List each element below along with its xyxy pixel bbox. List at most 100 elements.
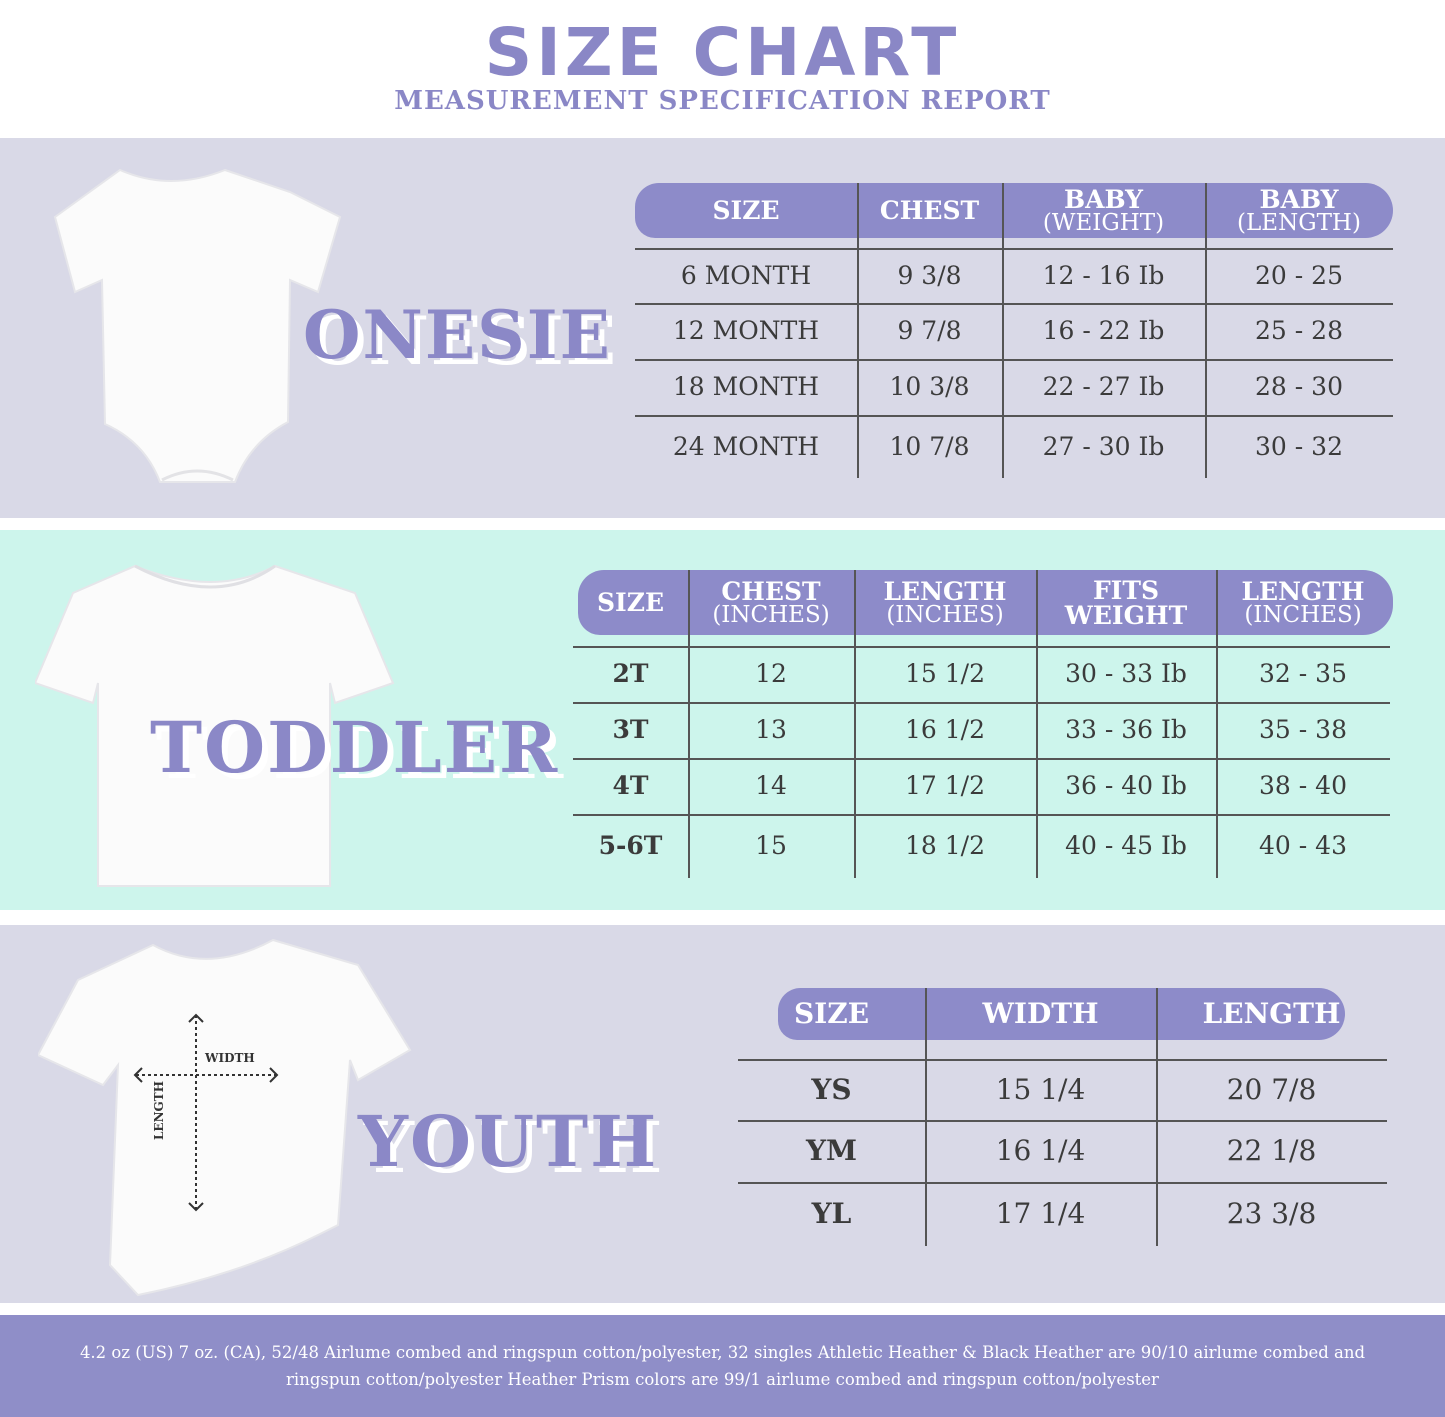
table-cell: 12 - 16 Ib <box>1042 261 1165 290</box>
column-header-subtitle: (INCHES) <box>712 601 830 628</box>
row-divider <box>573 814 1390 816</box>
column-header-subtitle: (INCHES) <box>1244 601 1362 628</box>
column-divider <box>925 988 927 1246</box>
column-header: LENGTH (INCHES) <box>1216 570 1390 635</box>
row-divider <box>635 248 1393 250</box>
column-header-title: LENGTH <box>883 576 1007 606</box>
table-cell: 33 - 36 Ib <box>1065 715 1187 744</box>
column-divider <box>688 570 690 878</box>
table-cell: YM <box>806 1134 857 1167</box>
youth-label: YOUTH <box>358 1100 659 1183</box>
column-header: LENGTH (INCHES) <box>854 570 1036 635</box>
column-header-title: LENGTH <box>1202 997 1341 1030</box>
table-cell: 25 - 28 <box>1255 316 1343 345</box>
column-header: CHEST <box>857 183 1002 238</box>
table-cell: 17 1/4 <box>995 1197 1086 1230</box>
row-divider <box>573 702 1390 704</box>
table-cell: 2T <box>612 659 649 688</box>
column-header: FITS WEIGHT <box>1036 570 1216 635</box>
onesie-icon <box>53 168 342 483</box>
column-header-subtitle: (LENGTH) <box>1237 209 1361 236</box>
column-header-title: SIZE <box>793 997 870 1030</box>
column-divider <box>857 183 859 478</box>
column-divider <box>854 570 856 878</box>
column-header: WIDTH <box>925 988 1156 1040</box>
toddler-label: TODDLER <box>150 706 560 789</box>
length-measure-label: LENGTH <box>152 1080 166 1140</box>
table-cell: 10 3/8 <box>889 372 970 401</box>
row-divider <box>738 1182 1387 1184</box>
table-cell: 30 - 32 <box>1255 432 1343 461</box>
table-cell: 38 - 40 <box>1259 771 1347 800</box>
table-cell: 18 MONTH <box>672 372 820 401</box>
table-cell: 9 3/8 <box>897 261 962 290</box>
table-cell: 9 7/8 <box>897 316 962 345</box>
table-cell: 3T <box>612 715 649 744</box>
table-cell: 16 - 22 Ib <box>1042 316 1165 345</box>
table-cell: 12 <box>755 659 787 688</box>
table-cell: 14 <box>755 771 787 800</box>
table-cell: 24 MONTH <box>672 432 820 461</box>
table-cell: 6 MONTH <box>680 261 812 290</box>
row-divider <box>738 1059 1387 1061</box>
column-header: BABY (WEIGHT) <box>1002 183 1205 238</box>
column-header: CHEST (INCHES) <box>688 570 854 635</box>
table-cell: 16 1/2 <box>905 715 985 744</box>
fabric-info-footer: 4.2 oz (US) 7 oz. (CA), 52/48 Airlume co… <box>0 1315 1445 1417</box>
column-header-title: BABY <box>1259 184 1339 214</box>
row-divider <box>635 303 1393 305</box>
page-title: SIZE CHART <box>484 14 961 91</box>
table-cell: 22 1/8 <box>1226 1134 1317 1167</box>
column-header: BABY (LENGTH) <box>1205 183 1393 238</box>
column-header-title: BABY <box>1063 184 1144 214</box>
column-divider <box>1002 183 1004 478</box>
table-cell: YS <box>811 1073 852 1106</box>
column-header-title: CHEST <box>721 576 821 606</box>
table-cell: 23 3/8 <box>1226 1197 1317 1230</box>
page-subtitle: MEASUREMENT SPECIFICATION REPORT <box>394 86 1051 116</box>
column-header-title: WIDTH <box>982 997 1099 1030</box>
table-cell: 15 1/2 <box>905 659 985 688</box>
table-cell: 12 MONTH <box>672 316 820 345</box>
table-cell: 22 - 27 Ib <box>1042 372 1165 401</box>
column-header: SIZE <box>635 183 857 238</box>
column-header: LENGTH <box>1156 988 1387 1040</box>
table-cell: 10 7/8 <box>889 432 970 461</box>
table-cell: 4T <box>612 771 649 800</box>
column-header-subtitle: WEIGHT <box>1064 600 1188 630</box>
table-cell: 32 - 35 <box>1259 659 1347 688</box>
onesie-label: ONESIE <box>303 296 612 374</box>
table-cell: 40 - 43 <box>1259 831 1347 860</box>
table-cell: 20 7/8 <box>1226 1073 1317 1106</box>
table-cell: 28 - 30 <box>1255 372 1343 401</box>
column-header-title: FITS <box>1092 575 1160 605</box>
table-cell: 15 <box>755 831 787 860</box>
table-header-bar <box>635 183 1393 238</box>
table-cell: 40 - 45 Ib <box>1065 831 1187 860</box>
table-cell: 15 1/4 <box>995 1073 1086 1106</box>
table-cell: 30 - 33 Ib <box>1065 659 1187 688</box>
table-cell: 27 - 30 Ib <box>1042 432 1165 461</box>
row-divider <box>738 1120 1387 1122</box>
column-header-title: SIZE <box>596 588 665 617</box>
column-header-subtitle: (INCHES) <box>886 601 1004 628</box>
column-divider <box>1156 988 1158 1246</box>
table-cell: 36 - 40 Ib <box>1065 771 1187 800</box>
width-measure-label: WIDTH <box>205 1051 255 1065</box>
table-cell: 17 1/2 <box>905 771 985 800</box>
row-divider <box>573 646 1390 648</box>
table-cell: 13 <box>755 715 787 744</box>
table-cell: YL <box>811 1197 852 1230</box>
column-header-subtitle: (WEIGHT) <box>1042 209 1165 236</box>
table-header-bar <box>778 988 1345 1040</box>
column-header: SIZE <box>738 988 925 1040</box>
table-header-bar <box>578 570 1393 635</box>
row-divider <box>573 758 1390 760</box>
column-header-title: SIZE <box>712 196 780 225</box>
column-divider <box>1205 183 1207 478</box>
column-divider <box>1036 570 1038 878</box>
table-cell: 16 1/4 <box>995 1134 1086 1167</box>
tshirt-icon <box>38 938 412 1297</box>
table-cell: 35 - 38 <box>1259 715 1347 744</box>
tshirt-icon <box>35 564 395 887</box>
